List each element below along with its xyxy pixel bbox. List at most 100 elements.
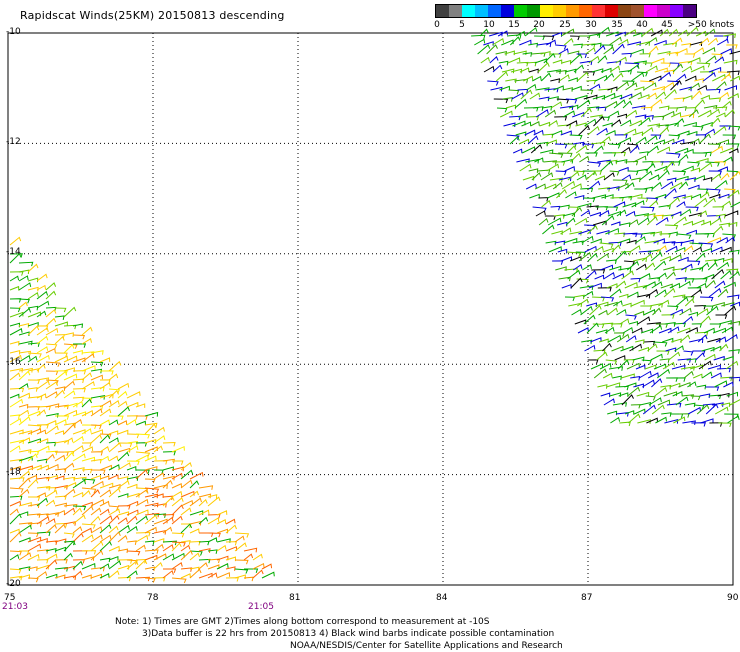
wind-barb (18, 416, 31, 426)
wind-barb (708, 66, 722, 73)
wind-barb (678, 280, 691, 289)
wind-barb (691, 219, 705, 226)
lat-label-14s: -14 (6, 247, 21, 257)
wind-barb (99, 500, 110, 507)
wind-barb (656, 146, 671, 154)
wind-barb (647, 372, 659, 379)
wind-barb (144, 577, 156, 583)
wind-barb (646, 92, 657, 100)
wind-barb (573, 43, 584, 49)
wind-barb (615, 56, 627, 64)
wind-barb (566, 251, 582, 257)
wind-barb (117, 382, 130, 390)
wind-barb (9, 387, 25, 393)
wind-barb (135, 403, 146, 408)
wind-barb (609, 170, 620, 176)
wind-barb (683, 350, 694, 356)
wind-barb (707, 143, 721, 149)
wind-barb (645, 163, 656, 172)
wind-barb (642, 404, 656, 415)
wind-barb (707, 236, 722, 244)
wind-barb (18, 301, 28, 309)
wind-barb (710, 145, 724, 154)
wind-barb (660, 181, 674, 190)
wind-barb (171, 472, 183, 480)
wind-barb (126, 391, 141, 399)
wind-barb (681, 165, 694, 172)
wind-barb (695, 352, 705, 361)
wind-barb (668, 28, 679, 37)
wind-barb (9, 414, 21, 420)
wind-barb (661, 81, 675, 91)
wind-barb (63, 451, 75, 462)
wind-barb (45, 553, 58, 561)
wind-barb (488, 31, 503, 37)
wind-barb (624, 160, 639, 166)
wind-barb (692, 350, 706, 355)
wind-barb (578, 229, 591, 235)
wind-barb (627, 386, 641, 397)
wind-barb (556, 98, 570, 104)
wind-barb (616, 209, 627, 217)
wind-barb (54, 430, 65, 435)
wind-barb (677, 256, 689, 262)
wind-barb (505, 78, 517, 84)
wind-barb (630, 177, 641, 183)
wind-barb (519, 163, 532, 172)
wind-barb (18, 269, 30, 275)
wind-barb (72, 387, 86, 393)
wind-barb (81, 410, 94, 417)
wind-barb (36, 476, 50, 482)
wind-barb (605, 227, 619, 235)
wind-barb (36, 571, 48, 579)
wind-barb (225, 518, 236, 525)
wind-barb (708, 287, 722, 298)
wind-barb (642, 281, 656, 289)
wind-barb (699, 393, 711, 399)
wind-barb (108, 437, 119, 444)
wind-barb (608, 366, 624, 371)
wind-barb (631, 327, 643, 334)
wind-barb (9, 372, 21, 381)
wind-barb (54, 454, 66, 462)
wind-barb (144, 466, 158, 471)
wind-barb (207, 496, 221, 507)
wind-barb (696, 282, 707, 289)
wind-barb (663, 287, 676, 298)
wind-barb (635, 364, 646, 370)
wind-barb (495, 71, 509, 82)
wind-barb (63, 306, 77, 318)
wind-barb (72, 507, 83, 516)
wind-barb (570, 53, 583, 64)
wind-barb (663, 161, 675, 172)
wind-barb (686, 358, 697, 363)
wind-barb (144, 540, 155, 546)
wind-barb (654, 39, 667, 46)
wind-barb (661, 110, 675, 118)
wind-barb (598, 309, 608, 316)
wind-barb (27, 291, 39, 300)
wind-barb (599, 362, 612, 370)
wind-barb (667, 196, 680, 208)
wind-barb (610, 323, 623, 328)
wind-barb (674, 345, 684, 352)
wind-barb (207, 549, 218, 554)
wind-barb (684, 177, 697, 182)
wind-barb (135, 509, 149, 516)
wind-barb (45, 381, 58, 390)
wind-barb (633, 155, 647, 163)
wind-barb (171, 490, 183, 498)
wind-barb (54, 495, 67, 500)
wind-barb (18, 574, 31, 579)
wind-barb (666, 402, 682, 408)
wind-barb (545, 240, 557, 246)
wind-barb (694, 197, 708, 208)
wind-barb (700, 94, 710, 100)
wind-barb (9, 328, 23, 336)
wind-barb (639, 401, 652, 407)
wind-barb (600, 296, 615, 302)
wind-barb (681, 263, 693, 271)
wind-barb (675, 147, 689, 154)
wind-barb (631, 105, 646, 110)
wind-barb (27, 355, 38, 363)
